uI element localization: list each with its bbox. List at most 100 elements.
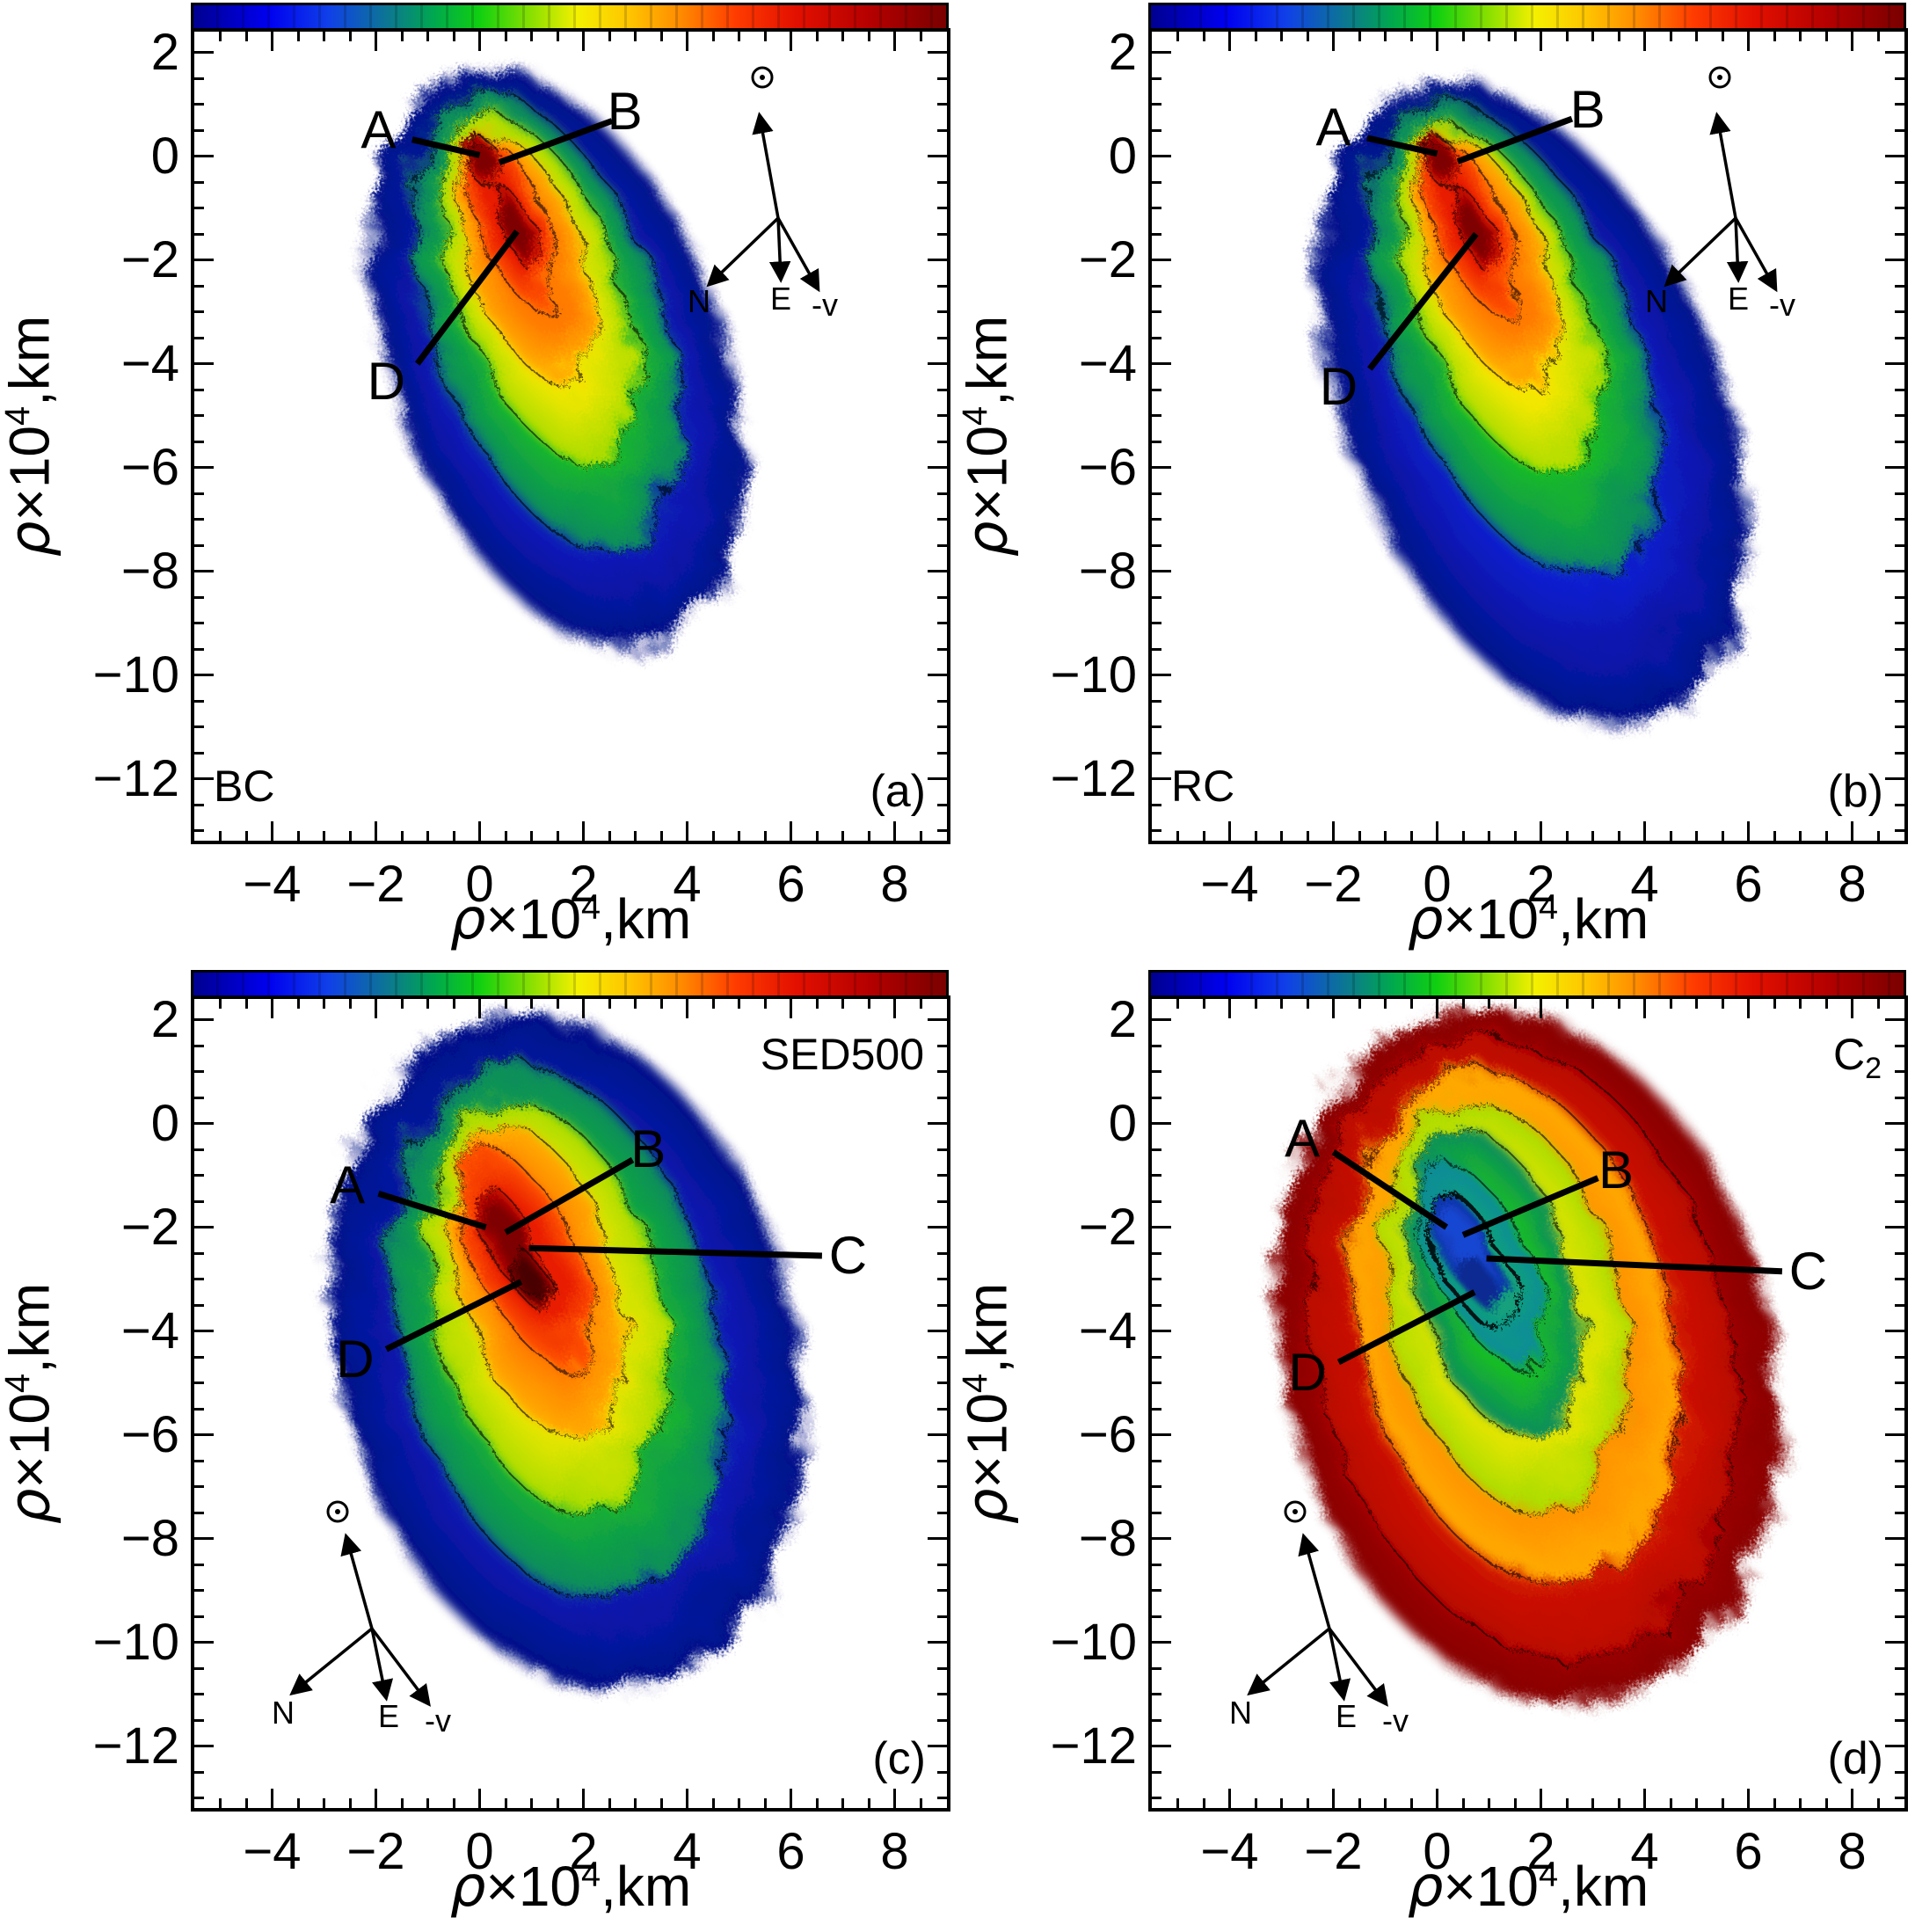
y-major-tick [928, 259, 947, 262]
x-minor-tick [867, 999, 870, 1009]
x-minor-tick [530, 999, 533, 1009]
y-major-tick [1152, 51, 1171, 55]
y-tick-label: 2 [1108, 23, 1137, 81]
y-minor-tick [194, 1303, 204, 1307]
x-tick-label: 4 [1630, 1823, 1659, 1880]
y-minor-tick [1895, 1693, 1904, 1696]
x-minor-tick [348, 999, 352, 1009]
x-minor-tick [608, 32, 611, 41]
x-minor-tick [348, 1798, 352, 1808]
x-minor-tick [1591, 32, 1594, 41]
y-minor-tick [937, 1797, 947, 1800]
y-minor-tick [1152, 414, 1161, 418]
x-major-tick [790, 1789, 792, 1808]
x-minor-tick [400, 831, 404, 841]
x-major-tick [1540, 1789, 1542, 1808]
y-minor-tick [937, 388, 947, 391]
y-minor-tick [937, 336, 947, 339]
y-major-tick [194, 777, 214, 781]
y-major-tick [1885, 466, 1904, 470]
x-minor-tick [1565, 1798, 1569, 1808]
x-minor-tick [711, 999, 715, 1009]
x-major-tick [1540, 32, 1542, 51]
x-minor-tick [738, 999, 740, 1009]
x-tick-label: −4 [1200, 856, 1259, 913]
x-minor-tick [504, 1798, 507, 1808]
x-major-tick [1643, 999, 1646, 1018]
y-tick-label: −4 [1078, 1301, 1137, 1360]
plot-area-b: A B D N E -v RC (b) [1148, 28, 1908, 844]
x-minor-tick [1409, 999, 1413, 1009]
x-minor-tick [400, 1798, 404, 1808]
y-major-tick [1152, 1330, 1171, 1333]
y-major-tick [928, 362, 947, 366]
x-major-tick [478, 821, 481, 841]
x-minor-tick [659, 1798, 663, 1808]
y-minor-tick [1152, 1355, 1161, 1359]
y-major-tick [194, 570, 214, 573]
y-minor-tick [194, 103, 204, 106]
x-major-tick [1747, 999, 1750, 1018]
y-major-tick [1885, 1018, 1904, 1022]
x-minor-tick [763, 999, 767, 1009]
y-minor-tick [937, 1278, 947, 1281]
y-minor-tick [1152, 284, 1161, 288]
y-major-tick [1885, 362, 1904, 366]
y-minor-tick [1895, 803, 1904, 806]
y-major-tick [194, 1641, 214, 1644]
y-tick-label: −4 [1078, 334, 1137, 392]
x-minor-tick [400, 32, 404, 41]
x-minor-tick [296, 32, 300, 41]
y-minor-tick [1152, 1459, 1161, 1462]
y-tick-label: −6 [120, 438, 179, 496]
y-minor-tick [1895, 1251, 1904, 1255]
y-minor-tick [194, 232, 204, 236]
y-minor-tick [937, 1563, 947, 1566]
x-minor-tick [530, 831, 533, 841]
x-tick-label: 6 [1734, 1823, 1763, 1880]
y-major-tick [194, 674, 214, 677]
x-minor-tick [244, 32, 248, 41]
marker-label: D [336, 1330, 375, 1389]
x-minor-tick [1358, 831, 1361, 841]
y-minor-tick [1895, 622, 1904, 625]
x-minor-tick [763, 831, 767, 841]
x-minor-tick [1695, 999, 1698, 1009]
y-minor-tick [937, 803, 947, 806]
x-minor-tick [1461, 1798, 1465, 1808]
y-major-tick [1885, 1122, 1904, 1126]
x-minor-tick [738, 32, 740, 41]
x-minor-tick [1799, 831, 1802, 841]
y-major-tick [194, 466, 214, 470]
y-minor-tick [1895, 284, 1904, 288]
x-major-tick [686, 32, 688, 51]
marker-label: B [1598, 1140, 1635, 1199]
x-minor-tick [867, 831, 870, 841]
y-minor-tick [1152, 207, 1161, 210]
x-minor-tick [1513, 831, 1517, 841]
y-major-tick [1152, 674, 1171, 677]
x-minor-tick [219, 32, 222, 41]
x-tick-label: −4 [1200, 1823, 1259, 1880]
rho-symbol: ρ [955, 521, 1021, 558]
x-minor-tick [426, 32, 429, 41]
x-minor-tick [244, 1798, 248, 1808]
x-minor-tick [1358, 1798, 1361, 1808]
y-minor-tick [194, 829, 204, 833]
y-tick-label: −10 [1050, 1613, 1137, 1671]
y-tick-label: −6 [120, 1405, 179, 1463]
compass-label-east: E [377, 1698, 400, 1734]
y-major-tick [928, 1745, 947, 1748]
x-minor-tick [711, 1798, 715, 1808]
y-tick-label: −10 [92, 1613, 179, 1671]
x-minor-tick [556, 1798, 559, 1808]
x-tick-label: 4 [1630, 856, 1659, 913]
x-major-tick [1332, 1789, 1335, 1808]
compass-label-velocity: -v [812, 287, 838, 323]
marker-label: C [1788, 1241, 1828, 1301]
y-minor-tick [1895, 1174, 1904, 1177]
x-minor-tick [1280, 999, 1283, 1009]
panel-a: A B D N E -v BC (a) −4 −2 0 2 4 6 8 2 0 −2 −4 −6 −8 −10 −… [0, 0, 958, 967]
y-major-tick [1152, 1641, 1171, 1644]
x-minor-tick [323, 32, 325, 41]
